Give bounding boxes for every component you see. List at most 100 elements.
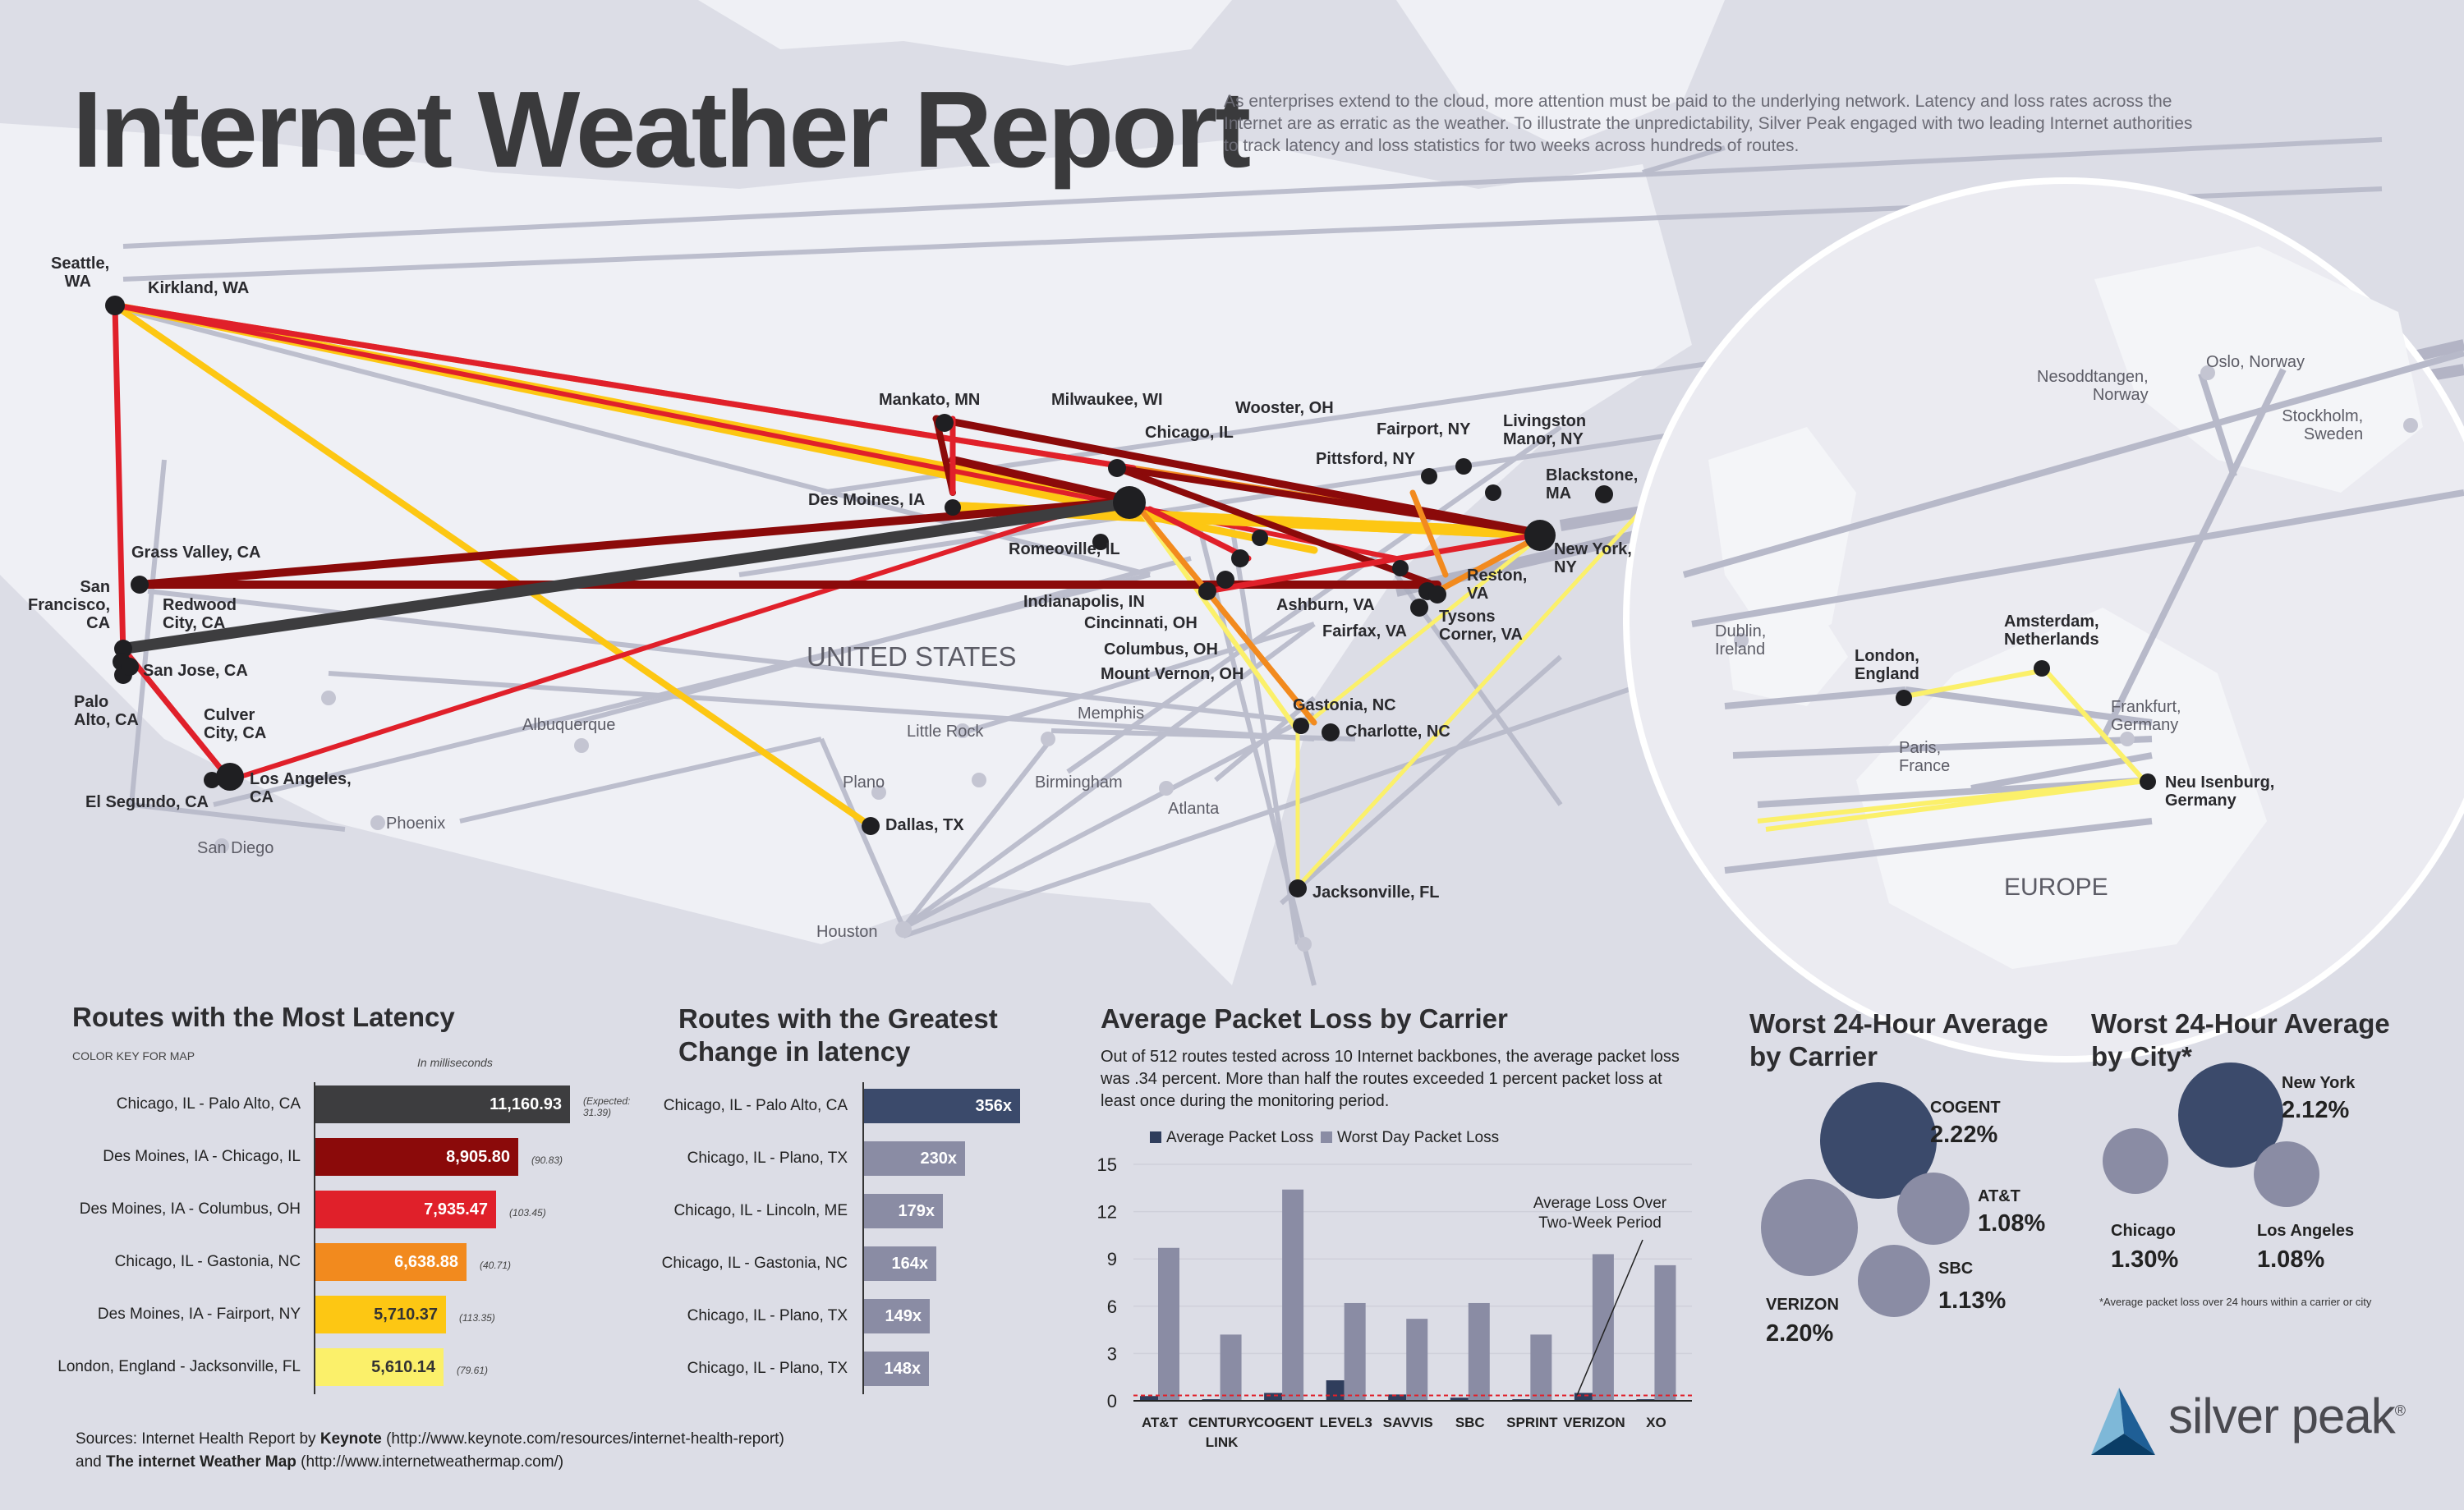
city-label-minor: Memphis	[1078, 705, 1145, 723]
city-name: Chicago	[2111, 1222, 2176, 1240]
city-label: Wooster, OH	[1235, 399, 1334, 417]
city-footnote: *Average packet loss over 24 hours withi…	[2099, 1296, 2372, 1308]
city-label: Grass Valley, CA	[131, 544, 261, 562]
city-label: Blackstone, MA	[1546, 466, 1639, 503]
latency-bar: 6,638.88	[315, 1243, 467, 1281]
bubble-verizon	[1761, 1179, 1858, 1276]
latency-bar: 5,610.14	[315, 1348, 444, 1386]
latency-axis	[314, 1082, 315, 1394]
latency-route-label: Des Moines, IA - Chicago, IL	[103, 1148, 301, 1165]
city-label: Tysons Corner, VA	[1439, 608, 1523, 644]
worst-loss-bar	[1158, 1247, 1179, 1401]
city-label: Pittsford, NY	[1316, 450, 1416, 468]
annotation-pointer	[1576, 1239, 1643, 1396]
city-title-1: Worst 24-Hour Average	[2091, 1008, 2390, 1039]
carrier-value: 1.08%	[1978, 1210, 2046, 1237]
latency-route-label: Chicago, IL - Palo Alto, CA	[116, 1095, 301, 1113]
chart-title: Average Packet Loss by Carrier	[1101, 1003, 1508, 1034]
change-route-label: Chicago, IL - Lincoln, ME	[673, 1202, 848, 1219]
color-key-label: COLOR KEY FOR MAP	[72, 1049, 195, 1063]
latency-expected: (40.71)	[480, 1260, 512, 1271]
x-tick-label: SAVVIS	[1383, 1415, 1433, 1430]
city-label: San Jose, CA	[143, 662, 248, 680]
region-label-us: UNITED STATES	[807, 641, 1017, 672]
change-route-label: Chicago, IL - Palo Alto, CA	[663, 1097, 848, 1114]
city-title-2: by City*	[2091, 1041, 2192, 1072]
avg-loss-bar	[1450, 1398, 1469, 1401]
city-label-minor: Paris, France	[1899, 739, 1951, 775]
city-label: Milwaukee, WI	[1051, 391, 1163, 409]
city-label: Seattle, WA	[51, 255, 110, 291]
latency-bar: 7,935.47	[315, 1191, 496, 1228]
chart-annotation: Average Loss Over Two-Week Period	[1533, 1195, 1667, 1232]
x-tick-label: VERIZON	[1563, 1415, 1625, 1430]
latency-expected: (90.83)	[531, 1154, 563, 1166]
worst-loss-bar	[1592, 1254, 1614, 1401]
avg-loss-bar	[1140, 1396, 1158, 1401]
city-label: Los Angeles, CA	[250, 770, 352, 806]
city-label: Jacksonville, FL	[1312, 884, 1440, 902]
change-axis	[862, 1082, 864, 1394]
city-label: Fairfax, VA	[1322, 622, 1407, 640]
city-label: Fairport, NY	[1377, 420, 1471, 438]
change-route-label: Chicago, IL - Plano, TX	[687, 1307, 848, 1324]
y-tick-label: 15	[1097, 1154, 1117, 1175]
x-tick-label: SBC	[1455, 1415, 1485, 1430]
worst-loss-bar	[1468, 1302, 1490, 1401]
carrier-value: 1.13%	[1938, 1287, 2007, 1314]
europe-land	[1708, 246, 2423, 969]
change-bar: 164x	[864, 1246, 936, 1281]
x-tick-label: LEVEL3	[1320, 1415, 1372, 1430]
city-label: Romeoville, IL	[1009, 540, 1120, 558]
sources-line-2: and The internet Weather Map (http://www…	[76, 1453, 564, 1471]
y-tick-label: 9	[1107, 1249, 1117, 1269]
y-tick-label: 3	[1107, 1343, 1117, 1364]
carrier-title-2: by Carrier	[1749, 1041, 1878, 1072]
city-label-minor: Plano	[843, 773, 885, 792]
city-label-minor: Atlanta	[1168, 800, 1220, 818]
worst-loss-bar	[1220, 1334, 1242, 1401]
latency-route-label: Des Moines, IA - Fairport, NY	[97, 1306, 301, 1323]
city-label: Neu Isenburg, Germany	[2165, 773, 2275, 810]
latency-bar: 5,710.37	[315, 1296, 446, 1333]
city-label: Reston, VA	[1467, 567, 1528, 603]
city-label-minor: San Diego	[197, 839, 274, 857]
bubble-los-angeles	[2254, 1141, 2319, 1207]
city-name: Los Angeles	[2257, 1222, 2355, 1240]
bubble-att	[1897, 1173, 1970, 1245]
page-title: Internet Weather Report	[72, 69, 1251, 190]
change-bar: 149x	[864, 1299, 930, 1333]
change-route-label: Chicago, IL - Gastonia, NC	[661, 1255, 848, 1272]
latency-route-label: London, England - Jacksonville, FL	[57, 1358, 301, 1375]
city-label-minor: Houston	[816, 923, 878, 941]
change-route-label: Chicago, IL - Plano, TX	[687, 1150, 848, 1167]
north-landmass	[698, 0, 1232, 66]
worst-loss-bar	[1406, 1319, 1428, 1401]
latency-title: Routes with the Most Latency	[72, 1002, 455, 1032]
city-label-minor: Phoenix	[386, 815, 446, 833]
city-label: Dallas, TX	[885, 816, 964, 834]
city-label: El Segundo, CA	[85, 793, 209, 811]
x-tick-label: CENTURY	[1188, 1415, 1256, 1430]
y-tick-label: 6	[1107, 1297, 1117, 1317]
intro-text: As enterprises extend to the cloud, more…	[1224, 92, 2193, 155]
avg-loss-bar	[1264, 1393, 1283, 1401]
bubble-chicago	[2103, 1128, 2168, 1194]
worst-loss-bar	[1530, 1334, 1552, 1401]
y-tick-label: 12	[1097, 1202, 1117, 1223]
city-label: Redwood City, CA	[163, 596, 237, 632]
x-tick-label: COGENT	[1254, 1415, 1314, 1430]
change-title-2: Change in latency	[678, 1036, 911, 1067]
latency-bar: 11,160.93	[315, 1085, 570, 1123]
city-label: Gastonia, NC	[1293, 696, 1396, 714]
carrier-title-1: Worst 24-Hour Average	[1749, 1008, 2048, 1039]
latency-expected: (103.45)	[509, 1207, 546, 1219]
worst-loss-bar	[1654, 1264, 1676, 1401]
latency-expected: (79.61)	[457, 1365, 489, 1376]
legend-label: Average Packet Loss	[1166, 1129, 1313, 1146]
city-label: Amsterdam, Netherlands	[2004, 613, 2099, 649]
x-tick-label: XO	[1646, 1415, 1666, 1430]
city-label: Mankato, MN	[879, 391, 981, 409]
